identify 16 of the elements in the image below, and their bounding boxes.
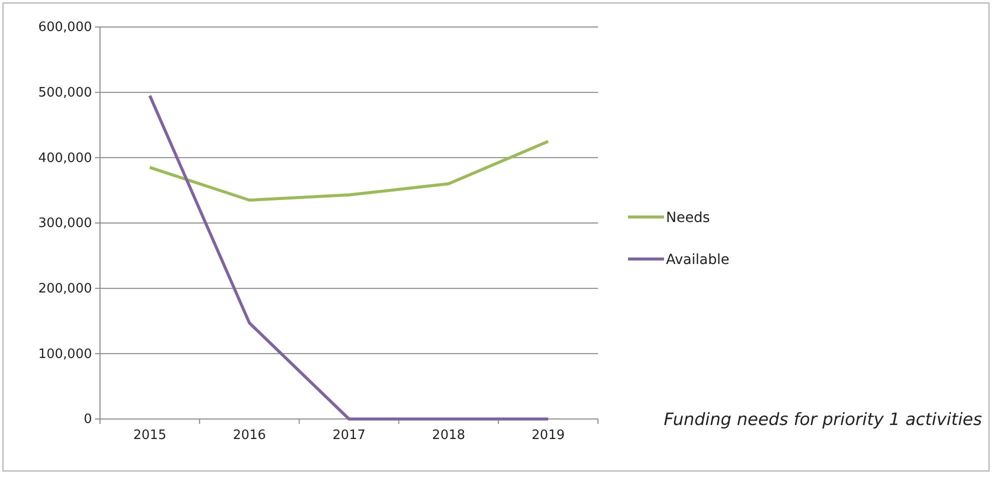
- y-tick-label: 0: [84, 412, 92, 428]
- y-tick-label: 200,000: [38, 281, 92, 296]
- text: Funding needs for priority 1 activities: [664, 410, 982, 430]
- x-tick-label: 2015: [133, 428, 166, 443]
- x-tick-label: 2018: [432, 428, 466, 443]
- legend-label: Available: [666, 252, 730, 268]
- y-tick-label: 100,000: [38, 346, 92, 362]
- x-tick-label: 2019: [532, 428, 565, 443]
- y-tick-label: 400,000: [38, 150, 92, 166]
- line-series: [148, 140, 550, 202]
- legend-label: Needs: [666, 210, 710, 226]
- y-tick-label: 600,000: [38, 20, 92, 36]
- y-tick-label: 300,000: [38, 216, 92, 232]
- y-tick-label: 500,000: [38, 85, 92, 100]
- x-tick-label: 2017: [332, 428, 366, 443]
- x-tick-label: 2016: [232, 428, 266, 443]
